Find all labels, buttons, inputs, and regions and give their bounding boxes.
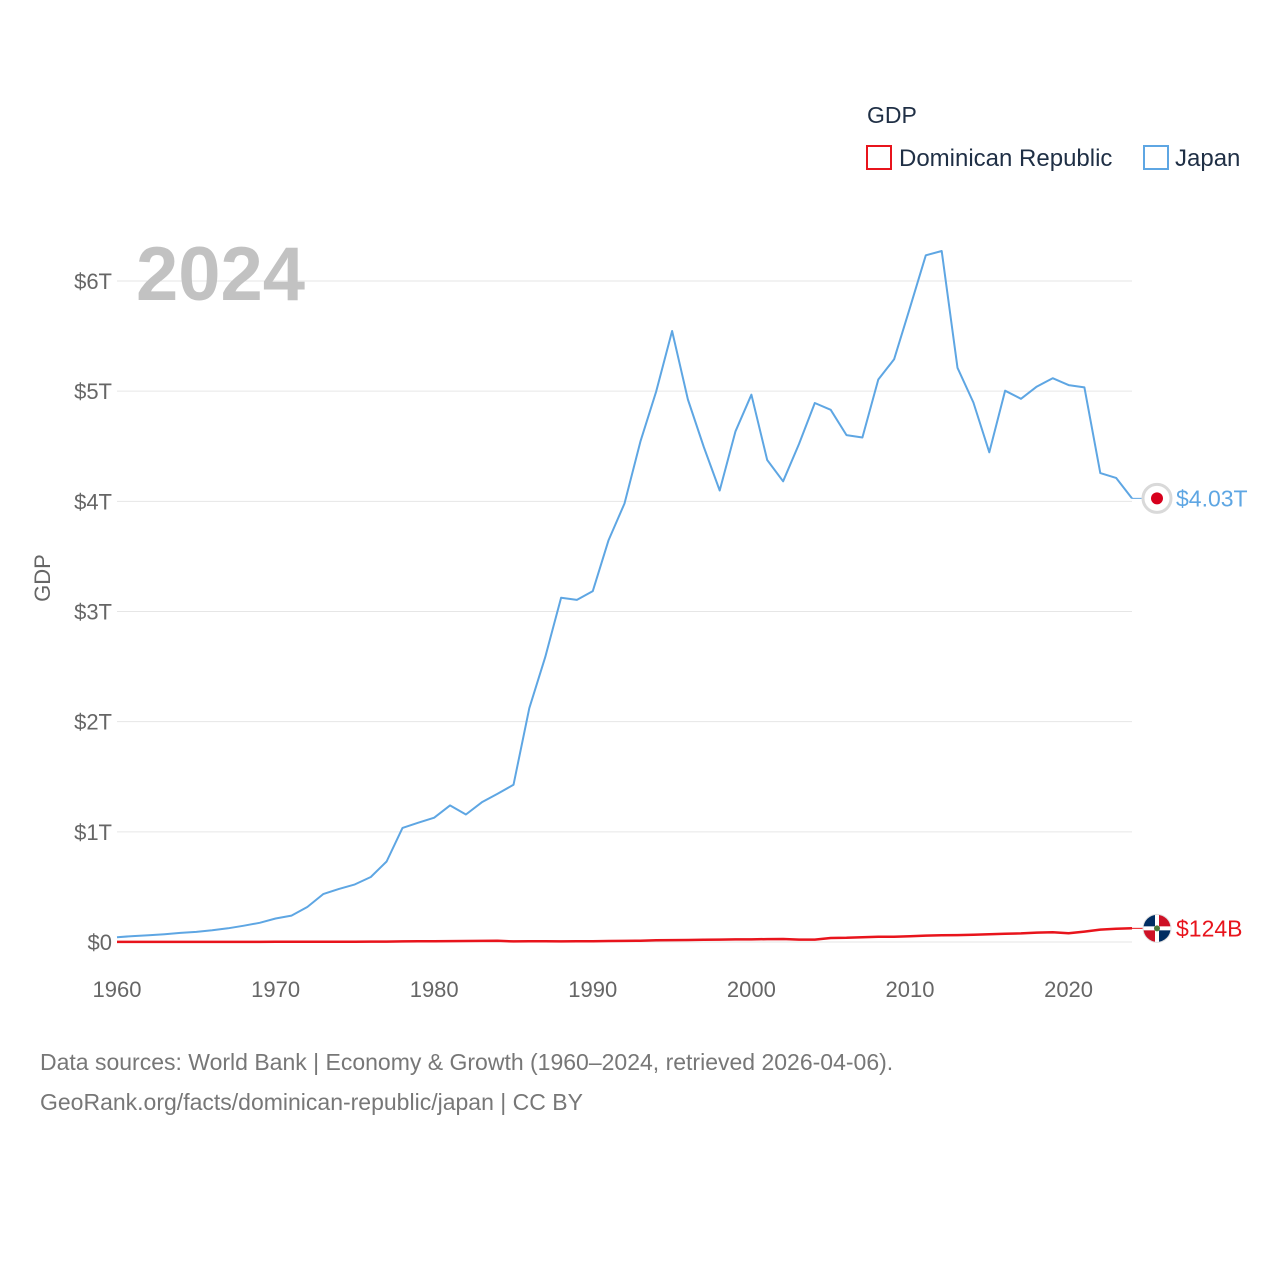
legend-swatch-japan xyxy=(1143,145,1169,170)
legend-swatch-dominican-republic xyxy=(866,145,892,170)
source-note: Data sources: World Bank | Economy & Gro… xyxy=(40,1042,893,1122)
y-tick-label: $5T xyxy=(74,379,112,404)
japan-flag-icon xyxy=(1141,482,1173,514)
y-axis-title: GDP xyxy=(30,554,55,602)
series-line-dominican-republic xyxy=(117,927,1133,944)
y-tick-label: $0 xyxy=(88,930,112,955)
y-tick-label: $2T xyxy=(74,710,112,735)
dominican-republic-flag-icon xyxy=(1142,913,1172,943)
x-tick-label: 1990 xyxy=(568,977,617,1002)
x-tick-label: 1980 xyxy=(410,977,459,1002)
x-tick-label: 2010 xyxy=(885,977,934,1002)
y-tick-label: $4T xyxy=(74,489,112,514)
end-value-label-dominican-republic: $124B xyxy=(1176,915,1243,941)
legend: GDP Dominican Republic Japan xyxy=(866,102,1240,172)
y-tick-label: $1T xyxy=(74,820,112,845)
x-tick-label: 2020 xyxy=(1044,977,1093,1002)
x-tick-label: 2000 xyxy=(727,977,776,1002)
series-line-japan xyxy=(116,250,1133,939)
current-year-label: 2024 xyxy=(136,232,305,317)
x-tick-label: 1960 xyxy=(93,977,142,1002)
legend-label-dominican-republic: Dominican Republic xyxy=(899,145,1112,172)
source-url[interactable]: GeoRank.org/facts/dominican-republic/jap… xyxy=(40,1089,583,1115)
y-tick-label: $3T xyxy=(74,600,112,625)
gdp-line-chart: $0 $1T $2T $3T $4T $5T $6T 1960 1970 1980 1990 200… xyxy=(30,102,1248,1002)
gridlines xyxy=(117,280,1132,943)
y-tick-label: $6T xyxy=(74,269,112,294)
legend-label-japan: Japan xyxy=(1175,145,1240,172)
end-value-label-japan: $4.03T xyxy=(1176,485,1248,511)
legend-title: GDP xyxy=(867,102,917,128)
end-markers: $124B $4.03T xyxy=(1132,482,1248,943)
source-line: Data sources: World Bank | Economy & Gro… xyxy=(40,1049,894,1075)
x-axis: 1960 1970 1980 1990 2000 2010 2020 xyxy=(93,977,1094,1002)
x-tick-label: 1970 xyxy=(251,977,300,1002)
series-lines xyxy=(116,250,1133,944)
y-axis: $0 $1T $2T $3T $4T $5T $6T xyxy=(74,269,112,955)
